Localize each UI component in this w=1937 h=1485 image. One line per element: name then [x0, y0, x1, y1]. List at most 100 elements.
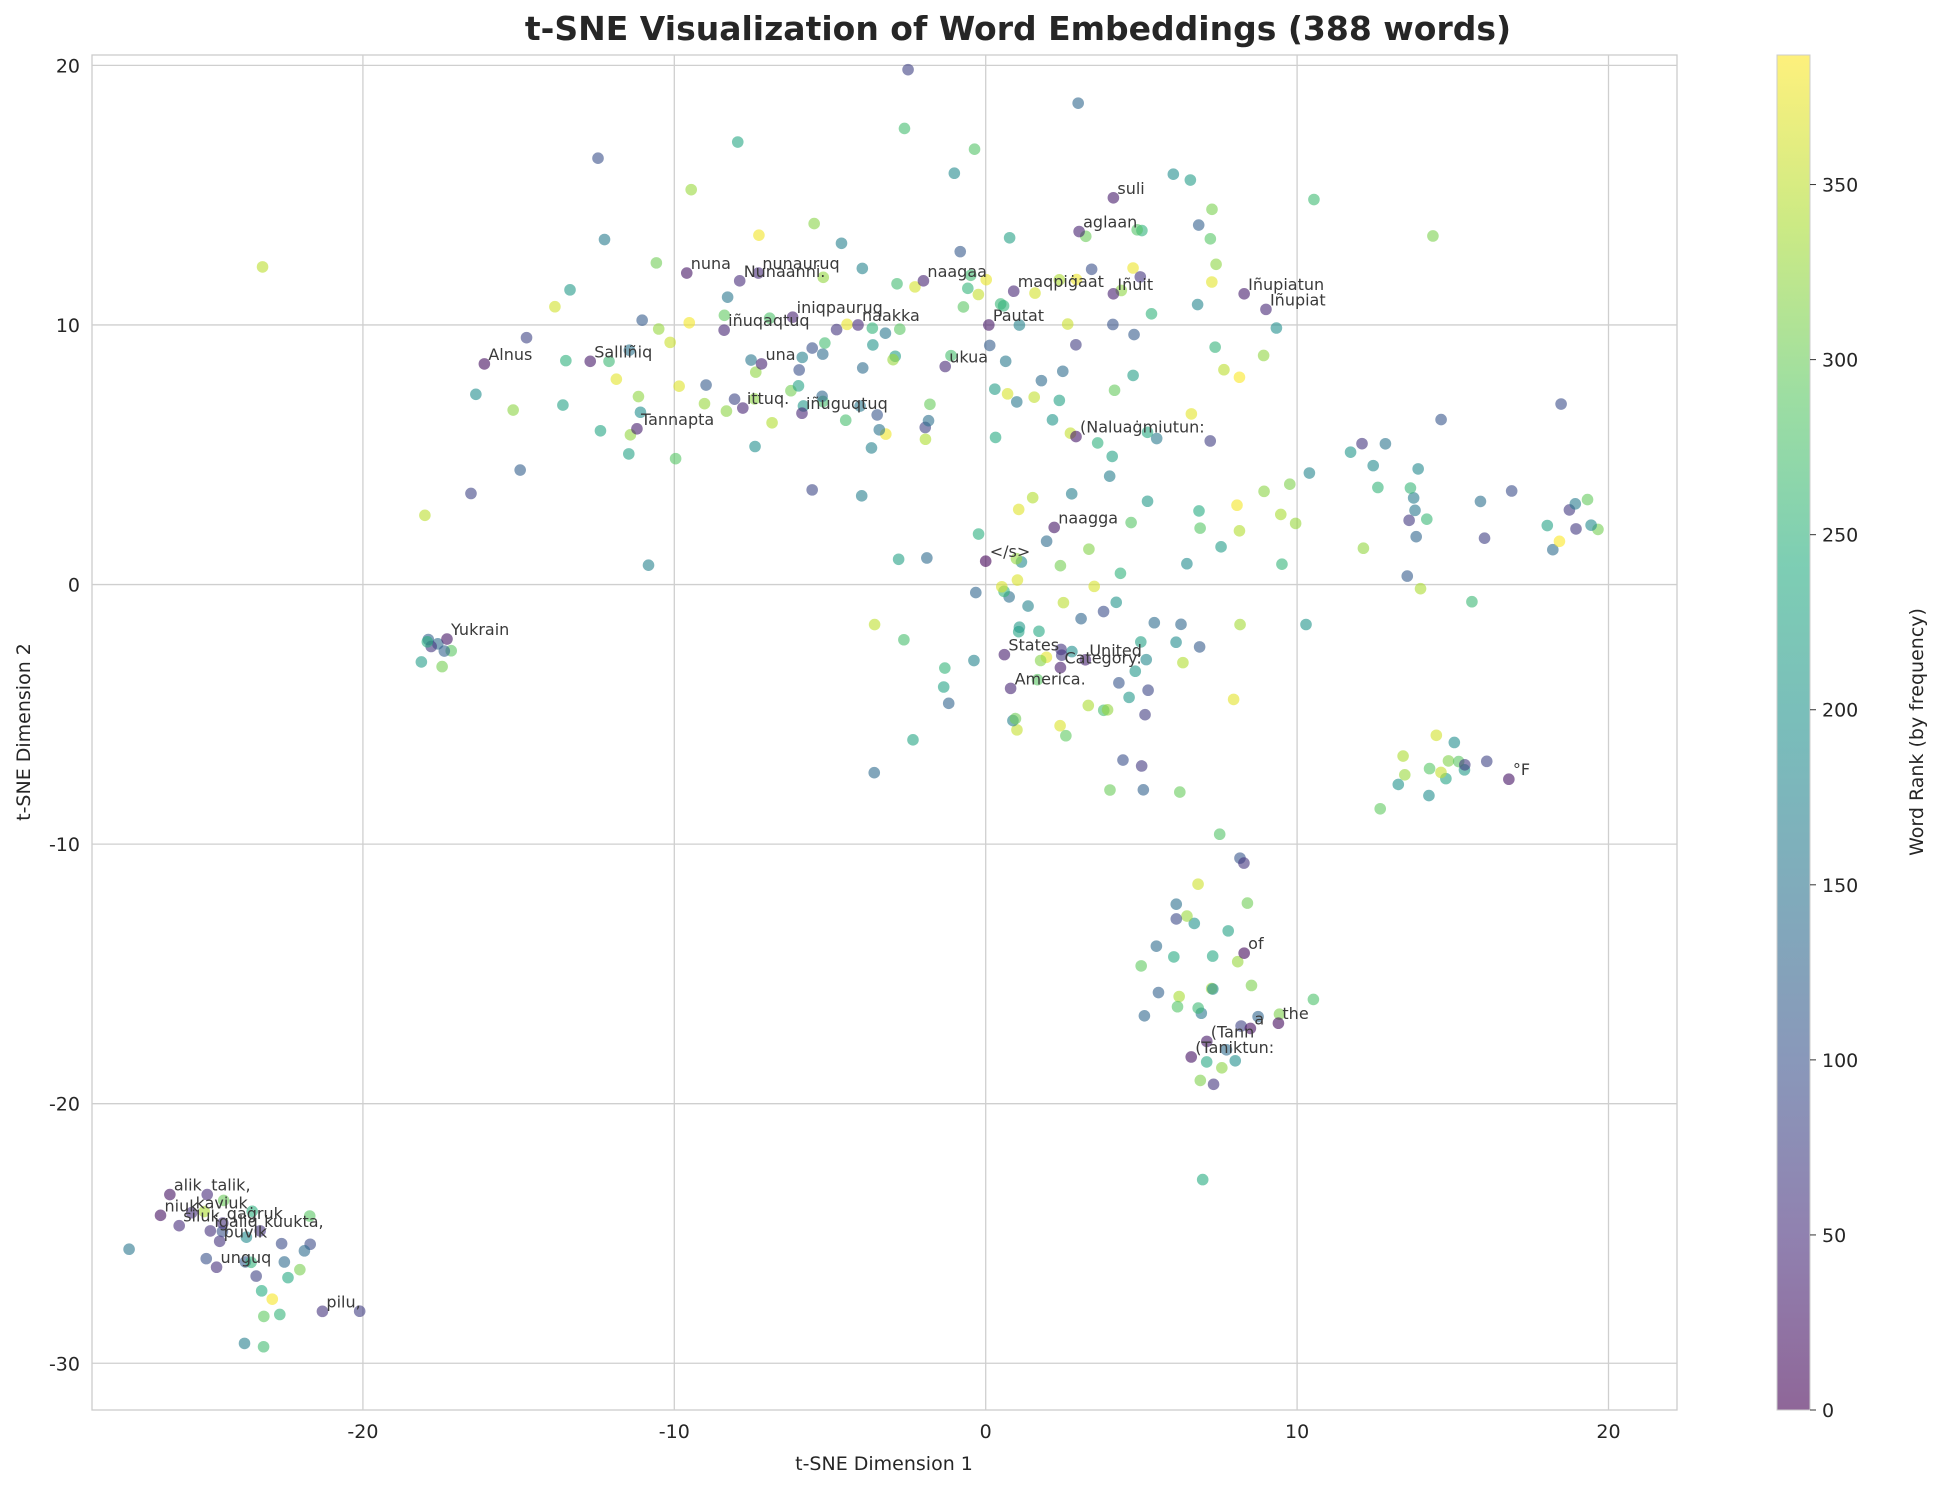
- y-tick-label: -20: [49, 1094, 80, 1116]
- scatter-point: [1106, 450, 1119, 463]
- scatter-point: [598, 233, 611, 246]
- scatter-point: [1188, 917, 1201, 930]
- scatter-point: [201, 1188, 214, 1201]
- scatter-point: [1184, 174, 1197, 186]
- point-label: States: [1008, 636, 1059, 655]
- scatter-point: [316, 1305, 329, 1318]
- scatter-point: [1085, 263, 1098, 276]
- scatter-point: [1174, 786, 1186, 798]
- scatter-point: [246, 1205, 259, 1218]
- scatter-point: [610, 373, 623, 385]
- scatter-point: [819, 337, 831, 349]
- colorbar-tick-label: 0: [1822, 1400, 1834, 1422]
- scatter-point: [507, 404, 519, 416]
- scatter-point: [1357, 542, 1370, 555]
- scatter-point: [1420, 513, 1433, 525]
- scatter-point: [353, 1305, 366, 1318]
- scatter-point: [282, 1271, 294, 1284]
- scatter-point: [1307, 993, 1320, 1006]
- scatter-point: [969, 586, 982, 599]
- scatter-point: [898, 122, 911, 135]
- scatter-point: [1073, 225, 1085, 238]
- x-tick-label: -10: [659, 1421, 690, 1443]
- scatter-point: [806, 484, 818, 496]
- scatter-point: [634, 406, 647, 419]
- scatter-point: [937, 681, 950, 693]
- scatter-point: [1139, 708, 1151, 721]
- scatter-point: [1108, 384, 1121, 397]
- scatter-point: [1148, 616, 1161, 629]
- scatter-point: [1210, 258, 1222, 271]
- scatter-point: [1193, 505, 1205, 517]
- point-label: (Naluaġmiutun:: [1080, 418, 1205, 437]
- scatter-point: [470, 388, 482, 401]
- scatter-point: [1123, 691, 1135, 704]
- scatter-point: [664, 336, 676, 349]
- point-label: Yukrain: [450, 620, 509, 639]
- scatter-point: [1252, 1010, 1264, 1023]
- scatter-point: [891, 277, 903, 290]
- scatter-point: [421, 635, 434, 648]
- scatter-point: [1141, 495, 1154, 508]
- scatter-point: [942, 697, 955, 710]
- scatter-point: [266, 1293, 279, 1305]
- scatter-point: [204, 1225, 217, 1237]
- scatter-point: [954, 245, 967, 258]
- scatter-point: [1218, 363, 1230, 376]
- scatter-point: [1170, 636, 1182, 649]
- scatter-point: [1107, 288, 1120, 300]
- scatter-point: [1220, 1044, 1233, 1056]
- point-label: naagaa: [927, 262, 987, 281]
- scatter-point: [1412, 463, 1424, 475]
- point-label: nuna: [691, 254, 731, 273]
- scatter-point: [733, 275, 746, 287]
- point-label: aglaan: [1083, 213, 1137, 232]
- scatter-point: [1423, 789, 1435, 802]
- scatter-point: [1192, 878, 1204, 890]
- scatter-point: [1057, 596, 1070, 609]
- scatter-point: [1555, 398, 1567, 410]
- scatter-point: [1114, 567, 1127, 580]
- y-tick-label: -10: [49, 834, 80, 856]
- x-axis-title: t-SNE Dimension 1: [795, 1453, 973, 1475]
- scatter-point: [1233, 524, 1246, 537]
- point-label: iñuqaqtuq: [728, 311, 809, 330]
- scatter-point: [1398, 769, 1411, 781]
- y-axis-title: t-SNE Dimension 2: [13, 643, 35, 821]
- scatter-point: [854, 400, 866, 412]
- point-label: kuukta,: [264, 1212, 323, 1231]
- scatter-point: [835, 237, 848, 250]
- scatter-point: [945, 349, 957, 362]
- scatter-point: [1009, 712, 1022, 725]
- scatter-point: [1181, 910, 1193, 922]
- scatter-point: [1070, 430, 1082, 443]
- point-label: </s>: [990, 542, 1031, 561]
- scatter-point: [1055, 643, 1067, 656]
- scatter-point: [1200, 1035, 1213, 1048]
- scatter-point: [154, 1209, 167, 1222]
- scatter-point: [1244, 1022, 1257, 1035]
- scatter-point: [650, 257, 663, 269]
- scatter-point: [980, 273, 993, 286]
- scatter-point: [1066, 645, 1078, 658]
- scatter-point: [1141, 426, 1154, 439]
- scatter-point: [968, 654, 980, 667]
- scatter-point: [1125, 516, 1137, 529]
- scatter-point: [669, 452, 682, 465]
- scatter-point: [1216, 1062, 1228, 1074]
- scatter-point: [1127, 369, 1139, 382]
- scatter-point: [238, 1337, 251, 1350]
- scatter-point: [919, 433, 932, 446]
- scatter-point: [997, 300, 1010, 312]
- scatter-point: [1185, 408, 1198, 420]
- scatter-point: [1234, 618, 1246, 631]
- colorbar-tick-label: 250: [1822, 525, 1858, 547]
- point-label: °F: [1513, 760, 1530, 779]
- point-label: Iñuit: [1117, 275, 1153, 294]
- scatter-point: [1104, 784, 1116, 796]
- scatter-point: [1276, 558, 1288, 570]
- scatter-point: [217, 1194, 230, 1207]
- scatter-point: [1035, 374, 1048, 387]
- scatter-point: [1117, 754, 1129, 766]
- scatter-point: [1011, 574, 1024, 586]
